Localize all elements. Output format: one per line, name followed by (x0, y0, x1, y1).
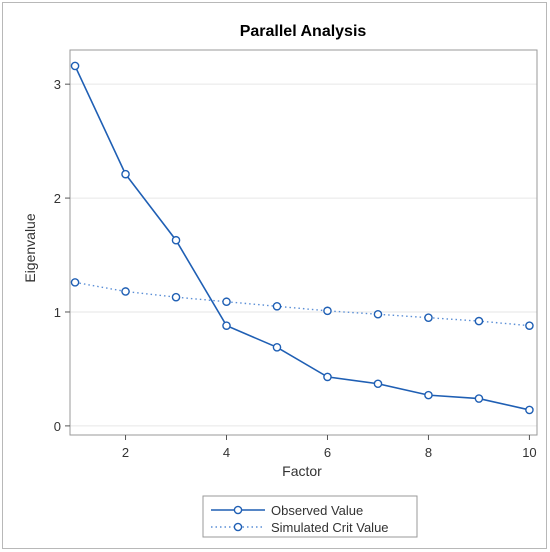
data-point (171, 292, 181, 302)
y-tick-label: 2 (54, 191, 61, 206)
data-point (424, 313, 433, 322)
data-point (525, 321, 534, 330)
data-point (121, 287, 130, 296)
data-point (525, 405, 534, 415)
data-point (474, 394, 484, 403)
legend-label: Observed Value (271, 503, 363, 518)
data-point (373, 309, 383, 319)
data-point (323, 306, 332, 316)
data-point (272, 301, 282, 311)
plot-area-border (69, 49, 538, 436)
series-layer (70, 61, 534, 415)
parallel-analysis-chart: Parallel Analysis Factor Eigenvalue 0 1 2 3… (22, 23, 538, 538)
legend-marker (233, 522, 243, 532)
y-tick-label: 3 (54, 77, 61, 92)
legend-marker (233, 505, 243, 515)
data-point (121, 169, 130, 179)
y-tick-label: 1 (54, 305, 61, 320)
data-point (272, 342, 282, 352)
data-point (474, 316, 484, 326)
legend-label: Simulated Crit Value (271, 520, 389, 535)
axis-ticks: 0 1 2 3 2 4 6 8 10 (54, 77, 537, 460)
chart-title: Parallel Analysis (240, 23, 367, 40)
data-point (171, 235, 181, 245)
data-point (222, 321, 231, 330)
x-tick-label: 10 (522, 445, 536, 460)
x-tick-label: 8 (425, 445, 432, 460)
data-point (70, 61, 80, 71)
data-point (373, 379, 383, 389)
y-tick-label: 0 (54, 419, 61, 434)
x-tick-label: 6 (324, 445, 331, 460)
data-point (222, 297, 231, 307)
series-line (74, 281, 530, 327)
x-axis-label: Factor (282, 463, 322, 479)
series-line (74, 65, 530, 411)
grid-lines (70, 83, 537, 427)
x-tick-label: 2 (122, 445, 129, 460)
legend: Observed Value Simulated Crit Value (202, 495, 418, 538)
data-point (70, 278, 80, 287)
data-point (424, 390, 433, 400)
data-point (323, 372, 332, 382)
x-tick-label: 4 (223, 445, 230, 460)
y-axis-label: Eigenvalue (22, 213, 38, 282)
